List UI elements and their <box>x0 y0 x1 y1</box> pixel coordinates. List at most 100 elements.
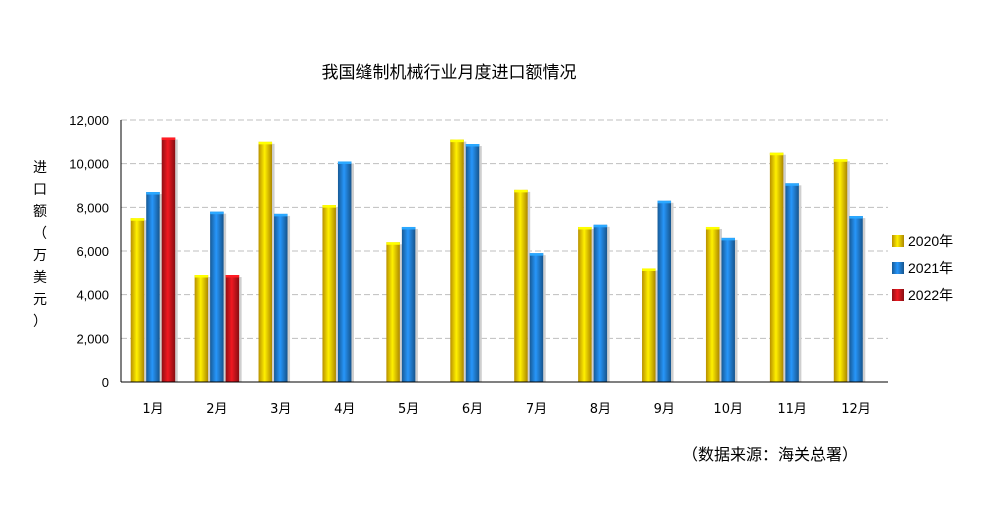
grid-lines <box>121 119 888 339</box>
bar-cap <box>465 144 480 147</box>
bar-cap <box>225 275 240 278</box>
bar-shadow <box>543 255 546 382</box>
x-tick-label: 9月 <box>654 402 675 417</box>
x-tick-label: 2月 <box>206 402 227 417</box>
bar-shadow <box>862 218 866 382</box>
x-axis-ticks: 1月 2月 3月 4月 5月 6月 7月 8月 9月 10月 11月 12月 <box>142 402 870 417</box>
bar-2020年-12月 <box>833 159 848 382</box>
data-source-note: （数据来源：海关总署） <box>682 445 858 464</box>
legend-swatch <box>892 289 904 301</box>
bar-shadow <box>527 191 531 382</box>
bar-shadow <box>272 143 275 382</box>
bar-cap <box>833 159 848 162</box>
y-axis-label-char: 额 <box>33 204 47 220</box>
bar-2020年-1月 <box>130 218 145 382</box>
bar-shadow <box>783 154 786 382</box>
bar-cap <box>274 213 288 217</box>
bar-cap <box>194 275 209 278</box>
bar-2021年-6月 <box>465 144 480 382</box>
bar-2022年-2月 <box>225 275 240 382</box>
legend-swatch <box>892 235 904 247</box>
bar-cap <box>337 161 352 164</box>
bar-2020年-9月 <box>642 268 656 382</box>
y-axis-label-char: 元 <box>33 292 47 308</box>
bar-shadow <box>591 228 595 382</box>
bar-shadow <box>159 194 163 382</box>
bar-cap <box>514 189 528 193</box>
bar-cap <box>386 242 400 245</box>
bar-cap <box>642 268 656 271</box>
y-tick-label: 6,000 <box>76 244 109 259</box>
bar-2022年-1月 <box>161 137 176 382</box>
bar-cap <box>705 226 720 230</box>
bar-cap <box>130 218 145 221</box>
y-axis-label-char: 美 <box>33 270 47 286</box>
bar-2020年-5月 <box>386 242 400 382</box>
bar-2020年-6月 <box>450 139 464 382</box>
bar-shadow <box>399 244 403 382</box>
bar-cap <box>657 200 672 204</box>
x-tick-label: 3月 <box>270 402 291 417</box>
x-tick-label: 5月 <box>398 402 419 417</box>
bar-cap <box>450 139 464 143</box>
x-tick-label: 4月 <box>334 402 355 417</box>
bar-2021年-2月 <box>210 211 224 382</box>
bar-cap <box>210 211 224 215</box>
legend-label: 2022年 <box>908 287 953 303</box>
legend: 2020年 2021年 2022年 <box>892 233 953 303</box>
x-tick-label: 12月 <box>841 402 871 417</box>
legend-swatch <box>892 262 904 274</box>
bar-cap <box>593 224 608 228</box>
bar-shadow <box>734 239 738 382</box>
bar-shadow <box>239 277 242 382</box>
x-tick-label: 7月 <box>526 402 547 417</box>
bar-shadow <box>655 270 659 382</box>
x-tick-label: 8月 <box>590 402 611 417</box>
bar-2021年-5月 <box>401 226 416 382</box>
bar-cap <box>258 141 273 145</box>
bar-2020年-8月 <box>578 226 592 382</box>
y-axis-label-char: 进 <box>33 160 47 176</box>
bar-2021年-8月 <box>593 224 608 382</box>
bar-cap <box>529 253 544 256</box>
x-tick-label: 6月 <box>462 402 483 417</box>
bar-cap <box>769 152 784 156</box>
bar-shadow <box>223 213 227 382</box>
y-tick-label: 2,000 <box>76 331 109 346</box>
y-axis-label: 进口额 （ 万美元 ） <box>33 160 47 330</box>
bar-2021年-1月 <box>146 192 160 382</box>
bar-cap <box>578 226 592 230</box>
bar-shadow <box>175 139 178 382</box>
bar-2021年-10月 <box>721 237 735 382</box>
bar-shadow <box>671 202 674 382</box>
bar-2020年-2月 <box>194 275 209 382</box>
axes <box>120 120 888 383</box>
bar-cap <box>146 192 160 195</box>
y-axis-ticks: 0 2,000 4,000 6,000 8,000 10,000 12,000 <box>69 113 109 390</box>
bar-cap <box>721 237 735 241</box>
bar-2021年-9月 <box>657 200 672 382</box>
x-tick-label: 1月 <box>142 402 163 417</box>
bar-2021年-12月 <box>849 216 863 382</box>
bar-cap <box>322 205 336 208</box>
y-tick-label: 0 <box>102 375 109 390</box>
y-tick-label: 10,000 <box>69 157 109 172</box>
bar-shadow <box>847 161 850 382</box>
bar-shadow <box>287 215 291 382</box>
bar-shadow <box>415 228 418 382</box>
y-axis-label-char: （ <box>33 226 47 242</box>
legend-label: 2021年 <box>908 260 953 276</box>
y-axis-label-char: ） <box>33 314 47 330</box>
y-tick-label: 12,000 <box>69 113 109 128</box>
bar-shadow <box>719 228 722 382</box>
bar-shadow <box>479 146 482 382</box>
y-tick-label: 4,000 <box>76 288 109 303</box>
x-tick-label: 10月 <box>713 402 743 417</box>
bar-2020年-7月 <box>514 189 528 382</box>
bar-cap <box>161 137 176 140</box>
bar-2021年-11月 <box>785 183 799 382</box>
bar-cap <box>401 226 416 230</box>
chart-title: 我国缝制机械行业月度进口额情况 <box>322 63 577 83</box>
bar-shadow <box>208 277 211 382</box>
